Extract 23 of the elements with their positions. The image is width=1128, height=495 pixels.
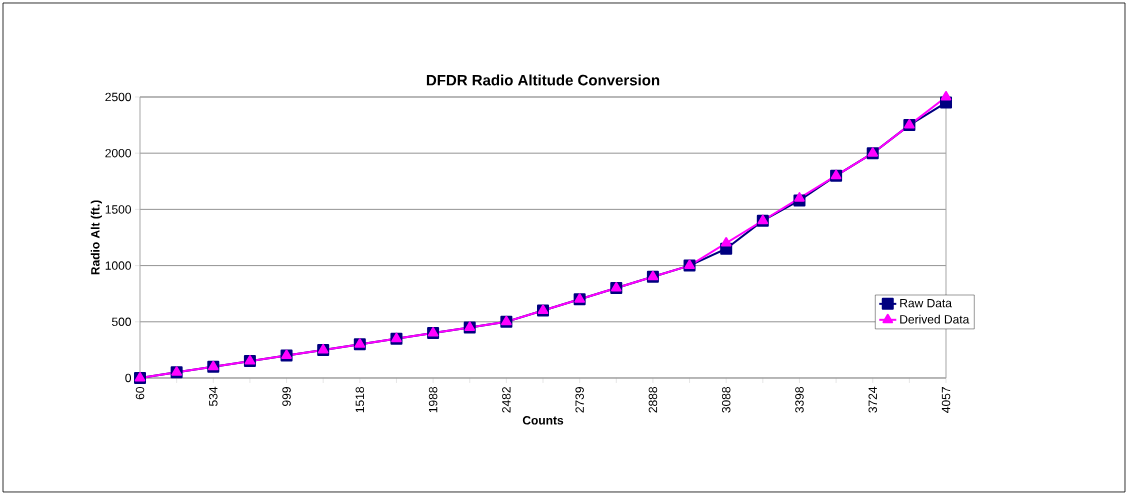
x-tick-label: 3398 — [795, 387, 804, 413]
x-tick-label: 1988 — [428, 387, 438, 413]
chart-title: DFDR Radio Altitude Conversion — [426, 74, 660, 86]
x-tick-label: 60 — [135, 386, 145, 400]
y-tick-label: 1000 — [105, 261, 132, 270]
y-tick-label: 2000 — [105, 148, 132, 158]
y-tick-label: 1500 — [105, 205, 132, 214]
x-tick-label: 534 — [209, 386, 218, 407]
x-tick-label: 3724 — [868, 386, 877, 413]
legend-label: Raw Data — [900, 298, 952, 308]
x-tick-label: 1518 — [355, 387, 365, 413]
x-tick-label: 4057 — [941, 387, 951, 413]
y-tick-label: 0 — [125, 373, 132, 383]
x-tick-label: 2888 — [648, 387, 658, 413]
y-tick-label: 2500 — [105, 92, 132, 102]
y-axis-title: Radio Alt (ft.) — [90, 200, 102, 275]
x-axis-title: Counts — [522, 416, 564, 425]
x-tick-label: 3088 — [721, 387, 731, 413]
x-tick-label: 2739 — [575, 387, 584, 413]
y-tick-label: 500 — [111, 317, 132, 327]
x-tick-label: 2482 — [502, 387, 511, 413]
legend-label: Derived Data — [900, 314, 970, 324]
x-tick-label: 999 — [282, 387, 291, 406]
